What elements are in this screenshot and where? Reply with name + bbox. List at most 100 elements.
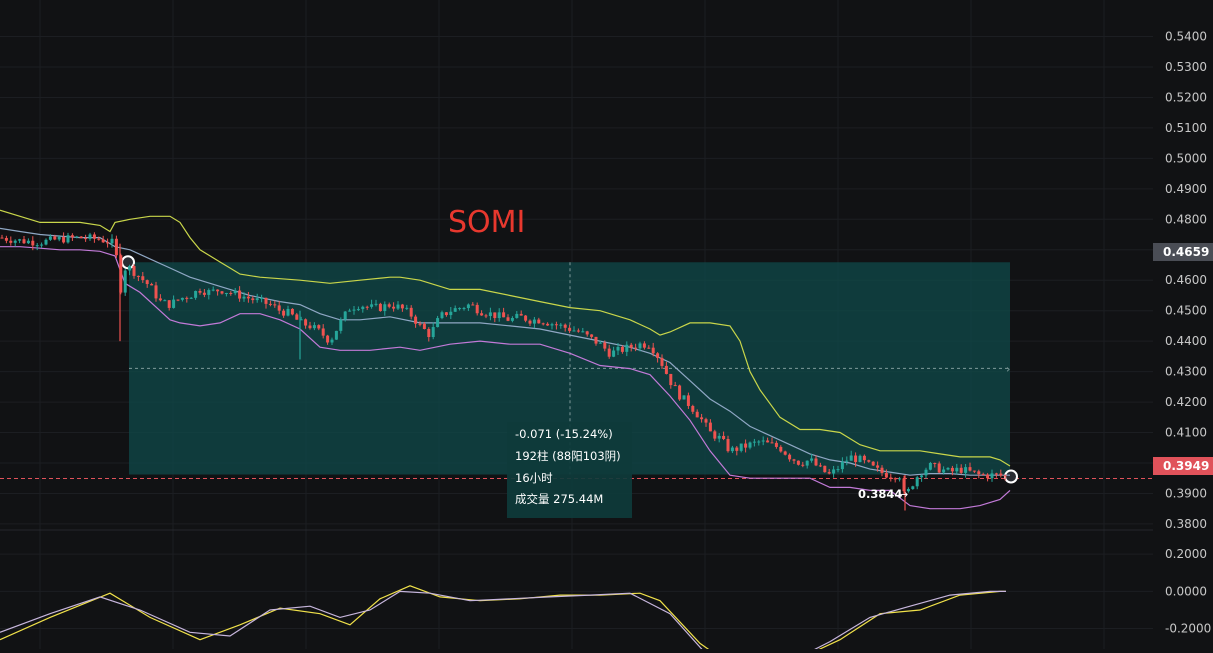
candle-body [282,310,286,316]
candle-body [224,292,228,294]
candle-body [871,461,875,466]
candle-body [796,460,800,465]
candle-body [994,473,998,475]
candle-body [695,411,699,418]
price-tick-label: 0.3800 [1165,517,1207,531]
candle-body [70,235,74,238]
candle-body [625,344,629,352]
candle-body [550,324,554,326]
candle-body [427,329,431,338]
candle-body [145,280,149,285]
candle-body [189,297,193,299]
candle-body [471,304,475,306]
candle-body [356,309,360,311]
candle-body [211,289,215,291]
candle-body [229,292,233,294]
candle-body [594,336,598,344]
price-tick-label: 0.3900 [1165,486,1207,500]
candle-body [924,469,928,476]
current-price-tag: 0.3949 [1153,457,1213,475]
candle-body [431,327,435,338]
candle-body [79,236,83,239]
candle-body [783,451,787,455]
candle-body [519,313,523,316]
candle-body [532,319,536,324]
osc-tick-label: -0.2000 [1165,622,1211,636]
candle-body [260,297,264,299]
candle-body [788,454,792,460]
candle-body [700,417,704,420]
candle-body [827,472,831,474]
candle-body [656,353,660,358]
candle-body [53,236,57,240]
candle-body [959,467,963,473]
candle-body [488,312,492,317]
candle-body [62,236,66,243]
price-tick-label: 0.4400 [1165,334,1207,348]
candle-body [348,310,352,312]
measure-volume: 成交量 275.44M [515,492,603,506]
candle-body [396,304,400,309]
candle-body [493,312,497,319]
candle-body [862,455,866,461]
candle-body [581,331,585,333]
measure-end-handle [1004,469,1018,484]
candle-body [114,238,118,256]
candle-body [502,312,506,318]
candle-body [268,303,272,305]
low-price-label: 0.3844 [858,487,902,501]
candle-body [97,238,101,240]
svg-text:0.4659: 0.4659 [1163,245,1209,259]
price-tick-label: 0.4900 [1165,182,1207,196]
price-axis[interactable]: 0.5400 0.5300 0.5200 0.5100 0.5000 0.4900 0.48… [1165,30,1211,636]
candle-body [770,442,774,444]
measure-change: -0.071 (-15.24%) [515,427,613,441]
measure-info-box: -0.071 (-15.24%) 192柱 (88阳103阴) 16小时 成交量… [507,422,632,518]
candle-body [374,303,378,305]
candle-body [242,296,246,299]
candle-body [299,319,303,321]
candle-body [836,469,840,471]
candle-body [678,385,682,400]
candle-body [832,469,836,474]
candle-body [185,297,189,299]
price-tick-label: 0.5300 [1165,60,1207,74]
candle-body [84,238,88,240]
candle-body [840,461,844,470]
candle-body [928,462,932,470]
candle-body [541,323,545,325]
candle-body [66,235,70,243]
candle-body [730,447,734,452]
candle-body [312,325,316,329]
candle-body [334,330,338,340]
candle-body [92,234,96,239]
candle-body [598,342,602,344]
candle-body [370,304,374,307]
candle-body [629,344,633,348]
candle-body [638,343,642,349]
candle-body [136,275,140,277]
measure-start-handle [121,255,135,270]
candle-body [40,244,44,246]
candle-body [317,325,321,329]
candle-body [409,307,413,317]
candle-body [383,304,387,312]
candle-body [898,478,902,480]
candle-body [202,292,206,295]
candle-body [933,462,937,464]
candle-body [818,465,822,467]
candle-body [858,455,862,463]
candle-body [554,324,558,326]
candle-body [964,467,968,473]
candle-body [1003,475,1007,477]
candle-body [220,291,224,294]
candle-body [198,290,202,293]
candle-body [180,297,184,300]
candle-body [906,489,910,492]
price-tick-label: 0.4800 [1165,212,1207,226]
candle-body [361,306,365,310]
candle-body [616,346,620,351]
candles [0,232,1007,511]
